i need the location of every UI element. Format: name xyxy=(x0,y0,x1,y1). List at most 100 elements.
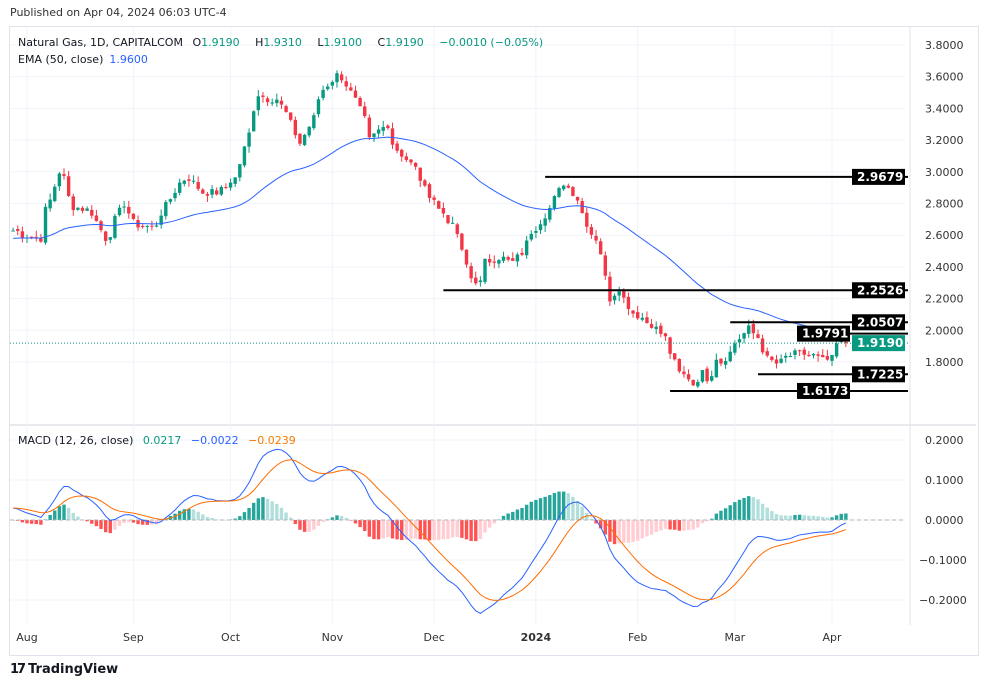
candle xyxy=(543,213,547,232)
candle-body xyxy=(256,96,261,111)
macd-histogram-bar xyxy=(774,514,779,520)
candle xyxy=(201,188,205,194)
candle-body xyxy=(376,129,381,134)
candle-body xyxy=(487,258,492,263)
macd-histogram-bar xyxy=(386,520,390,538)
macd-histogram-bar xyxy=(649,520,654,535)
candle xyxy=(589,223,594,239)
macd-axis-tick: 0.2000 xyxy=(925,434,964,447)
price-axis-tick: 2.6000 xyxy=(925,229,964,242)
candle xyxy=(760,334,765,355)
candle-body xyxy=(834,343,839,357)
macd-histogram-bar xyxy=(122,520,126,523)
level-price-label-bg xyxy=(852,366,905,383)
macd-line-value: −0.0022 xyxy=(190,434,239,447)
macd-histogram-bar xyxy=(691,520,695,530)
candle-body xyxy=(839,341,843,343)
candle xyxy=(76,207,80,211)
candle-body xyxy=(793,350,797,355)
macd-histogram-bar xyxy=(427,520,432,541)
macd-histogram-bar xyxy=(816,516,820,520)
macd-histogram-bar xyxy=(696,520,700,528)
candle-body xyxy=(395,143,399,151)
candle-body xyxy=(80,207,85,211)
candle-body xyxy=(182,180,186,184)
candle xyxy=(256,90,261,116)
candle xyxy=(677,358,682,374)
macd-histogram-bar xyxy=(483,520,487,533)
macd-histogram-bar xyxy=(136,520,140,525)
macd-histogram-bar xyxy=(349,520,353,521)
candle-body xyxy=(238,164,242,178)
candle-body xyxy=(524,240,529,256)
candle xyxy=(326,83,330,91)
macd-histogram-bar xyxy=(807,515,811,520)
candle-body xyxy=(71,196,75,211)
macd-histogram-bar xyxy=(140,520,145,525)
macd-histogram-bar xyxy=(335,515,339,520)
candle-body xyxy=(159,215,163,225)
candle-body xyxy=(90,209,94,216)
symbol-label[interactable]: Natural Gas, 1D, CAPITALCOM xyxy=(18,36,183,49)
macd-histogram-bar xyxy=(358,520,362,528)
candle xyxy=(455,222,459,238)
time-axis-tick: Feb xyxy=(628,631,647,644)
candle-body xyxy=(455,224,459,234)
candle-body xyxy=(529,233,533,240)
macd-histogram-bar xyxy=(710,518,714,520)
candle xyxy=(432,194,436,206)
candle xyxy=(474,271,478,286)
macd-histogram-bar xyxy=(247,507,251,520)
candle-body xyxy=(543,218,547,226)
candle xyxy=(626,292,631,316)
macd-histogram-bar xyxy=(733,502,737,520)
ema-label[interactable]: EMA (50, close) xyxy=(18,53,104,66)
candle xyxy=(335,70,339,88)
level-price-label: 1.9791 xyxy=(802,327,848,341)
candle xyxy=(617,286,621,302)
macd-signal-line xyxy=(13,459,847,601)
candle xyxy=(261,91,265,103)
candle-body xyxy=(598,241,603,255)
candle xyxy=(85,206,89,212)
candle xyxy=(418,167,422,187)
candle-body xyxy=(520,252,524,255)
candle xyxy=(71,193,75,216)
level-price-label: 2.9679 xyxy=(857,170,903,184)
candle xyxy=(20,226,25,243)
candle-body xyxy=(441,207,446,214)
candle xyxy=(205,191,210,202)
macd-histogram-bar xyxy=(344,517,348,520)
macd-axis-tick: −0.1000 xyxy=(919,554,967,567)
macd-histogram-bar xyxy=(275,503,279,520)
candle-body xyxy=(293,119,298,136)
macd-histogram-bar xyxy=(127,520,131,523)
macd-label[interactable]: MACD (12, 26, close) xyxy=(18,434,134,447)
candle xyxy=(113,213,117,240)
candle xyxy=(182,179,186,187)
candle-body xyxy=(719,358,723,364)
macd-histogram-bar xyxy=(779,515,783,520)
tradingview-logo[interactable]: 17 TradingView xyxy=(10,662,118,677)
candle xyxy=(353,85,358,99)
candle-body xyxy=(733,343,737,353)
macd-histogram-bar xyxy=(321,520,325,522)
candle-body xyxy=(575,197,580,201)
candle-body xyxy=(289,112,293,120)
macd-histogram-bar xyxy=(372,520,376,540)
candle xyxy=(48,193,52,212)
candle xyxy=(612,293,617,305)
candle-body xyxy=(705,368,709,382)
macd-histogram-bar xyxy=(811,515,816,520)
macd-histogram-bar xyxy=(353,520,358,524)
candle xyxy=(506,255,510,262)
candle-body xyxy=(330,81,335,86)
candle xyxy=(594,230,598,244)
macd-histogram-bar xyxy=(737,499,742,520)
macd-histogram-bar xyxy=(728,505,732,520)
candle xyxy=(534,226,538,239)
macd-histogram-bar xyxy=(450,520,455,538)
candle xyxy=(238,164,242,182)
candle xyxy=(737,334,742,348)
